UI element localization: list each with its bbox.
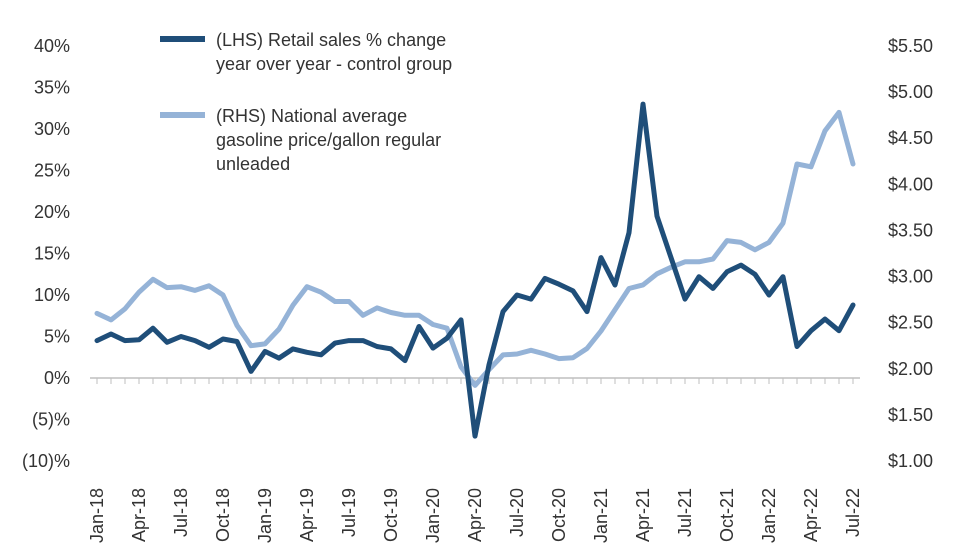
- left-tick-label: (10)%: [22, 451, 70, 471]
- x-tick-label: Apr-19: [297, 488, 317, 542]
- x-tick-label: Oct-19: [381, 488, 401, 542]
- x-tick-label: Apr-21: [633, 488, 653, 542]
- right-tick-label: $5.00: [888, 82, 933, 102]
- right-tick-label: $2.50: [888, 313, 933, 333]
- right-tick-label: $2.00: [888, 359, 933, 379]
- x-tick-label: Apr-22: [801, 488, 821, 542]
- series-lines: [94, 101, 856, 439]
- legend-label-gasoline-price: (RHS) National average gasoline price/ga…: [216, 106, 446, 174]
- x-tick-label: Jan-22: [759, 488, 779, 543]
- right-tick-label: $4.50: [888, 128, 933, 148]
- left-tick-label: 35%: [34, 78, 70, 98]
- legend-label-retail-sales-line-2: year over year - control group: [216, 54, 452, 74]
- right-tick-label: $3.00: [888, 267, 933, 287]
- right-axis-ticks: $1.00 $1.50 $2.00 $2.50 $3.00 $3.50 $4.00 $4.50…: [888, 36, 933, 471]
- legend: (LHS) Retail sales % change year over ye…: [160, 30, 452, 174]
- x-tick-label: Oct-18: [213, 488, 233, 542]
- x-tick-label: Jan-20: [423, 488, 443, 543]
- x-tick-label: Jul-19: [339, 488, 359, 537]
- left-axis-ticks: (10)% (5)% 0% 5% 10% 15% 20% 25% 30% 35% 40%: [22, 36, 70, 471]
- series-line-retail-sales: [94, 101, 856, 439]
- x-tick-label: Apr-20: [465, 488, 485, 542]
- x-tick-label: Oct-20: [549, 488, 569, 542]
- right-tick-label: $4.00: [888, 174, 933, 194]
- left-tick-label: 40%: [34, 36, 70, 56]
- left-tick-label: 15%: [34, 244, 70, 264]
- x-tick-label: Jul-18: [171, 488, 191, 537]
- right-tick-label: $5.50: [888, 36, 933, 56]
- x-tick-label: Jul-22: [843, 488, 863, 537]
- legend-label-gasoline-price-line-2: gasoline price/gallon regular: [216, 130, 441, 150]
- x-tick-label: Jan-18: [87, 488, 107, 543]
- x-tick-label: Jul-21: [675, 488, 695, 537]
- x-tick-label: Jul-20: [507, 488, 527, 537]
- x-tick-label: Jan-19: [255, 488, 275, 543]
- left-tick-label: 5%: [44, 327, 70, 347]
- left-tick-label: 25%: [34, 161, 70, 181]
- left-tick-label: 20%: [34, 202, 70, 222]
- left-tick-label: 30%: [34, 119, 70, 139]
- series-line-gasoline-price: [94, 109, 856, 388]
- x-tick-label: Oct-21: [717, 488, 737, 542]
- right-tick-label: $1.50: [888, 405, 933, 425]
- x-tick-label: Jan-21: [591, 488, 611, 543]
- x-tick-label: Apr-18: [129, 488, 149, 542]
- legend-label-gasoline-price-line-3: unleaded: [216, 154, 290, 174]
- legend-label-gasoline-price-line-1: (RHS) National average: [216, 106, 407, 126]
- legend-label-retail-sales: (LHS) Retail sales % change year over ye…: [216, 30, 452, 74]
- left-tick-label: 10%: [34, 285, 70, 305]
- right-tick-label: $1.00: [888, 451, 933, 471]
- right-tick-label: $3.50: [888, 220, 933, 240]
- left-tick-label: 0%: [44, 368, 70, 388]
- x-axis: Jan-18 Apr-18 Jul-18 Oct-18 Jan-19 Apr-19 Jul-…: [87, 377, 863, 543]
- left-tick-label: (5)%: [32, 410, 70, 430]
- legend-label-retail-sales-line-1: (LHS) Retail sales % change: [216, 30, 446, 50]
